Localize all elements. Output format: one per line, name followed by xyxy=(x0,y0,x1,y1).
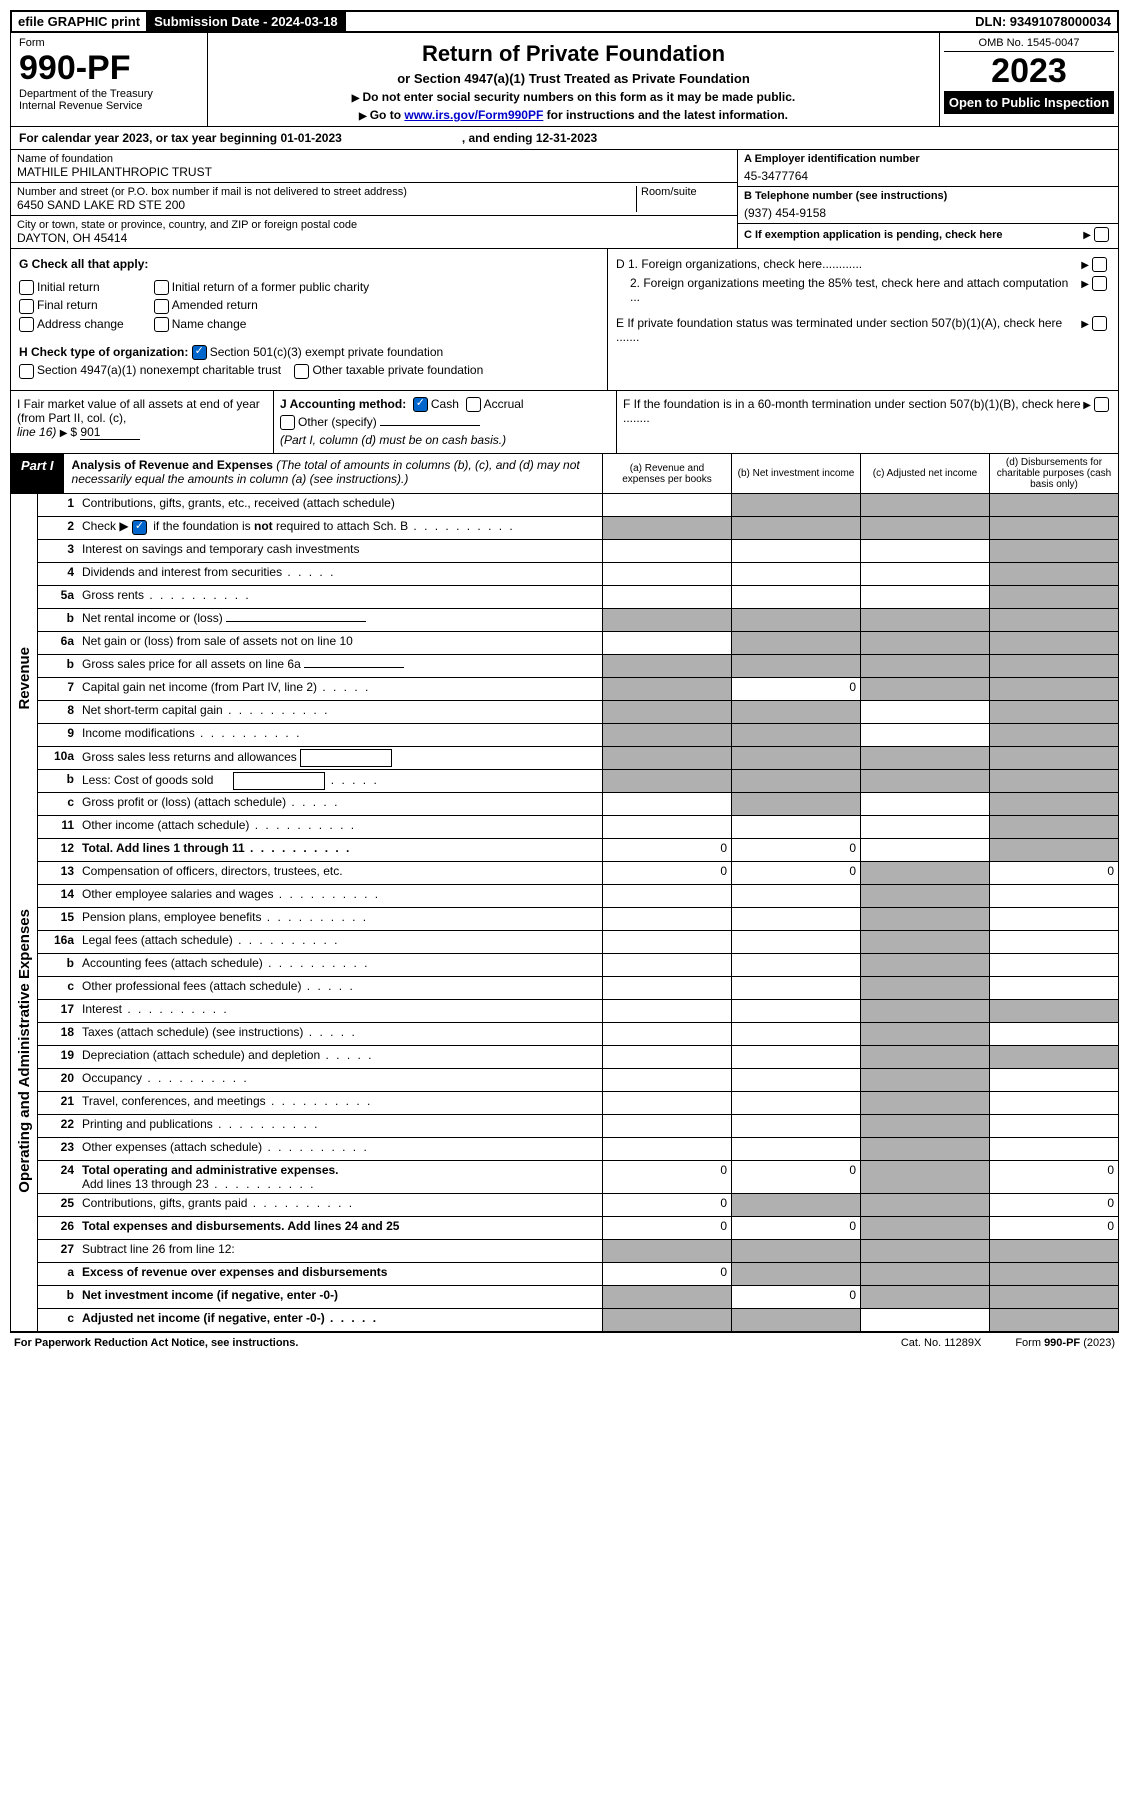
d2-label: 2. Foreign organizations meeting the 85%… xyxy=(616,276,1081,304)
dln: DLN: 93491078000034 xyxy=(969,12,1117,31)
cb-accrual[interactable] xyxy=(466,397,481,412)
cb-f[interactable] xyxy=(1094,397,1109,412)
cb-address[interactable] xyxy=(19,317,34,332)
name-label: Name of foundation xyxy=(17,153,731,165)
cb-schb[interactable] xyxy=(132,520,147,535)
checks-ijf: I Fair market value of all assets at end… xyxy=(10,391,1119,455)
part1-title: Analysis of Revenue and Expenses xyxy=(72,458,273,472)
phone: (937) 454-9158 xyxy=(744,206,1112,220)
cb-final[interactable] xyxy=(19,299,34,314)
cal-end: , and ending 12-31-2023 xyxy=(462,131,597,145)
cb-cash[interactable] xyxy=(413,397,428,412)
cb-amended[interactable] xyxy=(154,299,169,314)
cb-initial-former[interactable] xyxy=(154,280,169,295)
cb-initial[interactable] xyxy=(19,280,34,295)
ein-label: A Employer identification number xyxy=(744,153,1112,165)
i-value: 901 xyxy=(80,425,140,440)
e-label: E If private foundation status was termi… xyxy=(616,316,1081,344)
part1-label: Part I xyxy=(11,454,64,493)
cb-d1[interactable] xyxy=(1092,257,1107,272)
cal-begin: For calendar year 2023, or tax year begi… xyxy=(19,131,342,145)
vert-revenue: Revenue xyxy=(16,647,33,710)
addr-label: Number and street (or P.O. box number if… xyxy=(17,186,632,198)
form-subtitle: or Section 4947(a)(1) Trust Treated as P… xyxy=(216,71,931,86)
dept-irs: Internal Revenue Service xyxy=(19,100,199,112)
cb-e[interactable] xyxy=(1092,316,1107,331)
form-header: Form 990-PF Department of the Treasury I… xyxy=(10,33,1119,127)
line27-section: 27Subtract line 26 from line 12: aExcess… xyxy=(10,1240,1119,1333)
cat-no: Cat. No. 11289X xyxy=(871,1335,1012,1351)
col-a-header: (a) Revenue and expenses per books xyxy=(602,454,731,493)
cb-name[interactable] xyxy=(154,317,169,332)
city-label: City or town, state or province, country… xyxy=(17,219,731,231)
c-label: C If exemption application is pending, c… xyxy=(744,229,1083,241)
cb-d2[interactable] xyxy=(1092,276,1107,291)
address: 6450 SAND LAKE RD STE 200 xyxy=(17,198,632,212)
top-bar: efile GRAPHIC print Submission Date - 20… xyxy=(10,10,1119,33)
submission-date: Submission Date - 2024-03-18 xyxy=(148,12,346,31)
phone-label: B Telephone number (see instructions) xyxy=(744,190,1112,202)
foundation-name: MATHILE PHILANTHROPIC TRUST xyxy=(17,165,731,179)
efile-label[interactable]: efile GRAPHIC print xyxy=(12,12,148,31)
tax-year: 2023 xyxy=(944,52,1114,91)
page-footer: For Paperwork Reduction Act Notice, see … xyxy=(10,1333,1119,1351)
j-note: (Part I, column (d) must be on cash basi… xyxy=(280,433,506,447)
col-b-header: (b) Net investment income xyxy=(731,454,860,493)
cb-501c3[interactable] xyxy=(192,345,207,360)
omb-number: OMB No. 1545-0047 xyxy=(944,37,1114,52)
paperwork-notice: For Paperwork Reduction Act Notice, see … xyxy=(10,1335,871,1351)
irs-link[interactable]: www.irs.gov/Form990PF xyxy=(404,108,543,122)
ein: 45-3477764 xyxy=(744,169,1112,183)
d1-label: D 1. Foreign organizations, check here..… xyxy=(616,257,1081,272)
g-label: G Check all that apply: xyxy=(19,257,148,271)
c-checkbox[interactable] xyxy=(1094,227,1109,242)
vert-expenses: Operating and Administrative Expenses xyxy=(16,909,33,1193)
form-title: Return of Private Foundation xyxy=(216,41,931,67)
part1-header: Part I Analysis of Revenue and Expenses … xyxy=(10,454,1119,494)
calendar-year-row: For calendar year 2023, or tax year begi… xyxy=(10,127,1119,150)
instr-2: Go to www.irs.gov/Form990PF for instruct… xyxy=(216,108,931,122)
revenue-section: Revenue 1Contributions, gifts, grants, e… xyxy=(10,494,1119,862)
col-d-header: (d) Disbursements for charitable purpose… xyxy=(989,454,1118,493)
instr-1: Do not enter social security numbers on … xyxy=(216,90,931,104)
city-state-zip: DAYTON, OH 45414 xyxy=(17,231,731,245)
cb-other-method[interactable] xyxy=(280,415,295,430)
room-label: Room/suite xyxy=(637,186,731,212)
i-label: I Fair market value of all assets at end… xyxy=(17,397,267,425)
expenses-section: Operating and Administrative Expenses 13… xyxy=(10,862,1119,1240)
f-label: F If the foundation is in a 60-month ter… xyxy=(623,397,1083,448)
j-label: J Accounting method: xyxy=(280,397,406,411)
entity-info: Name of foundation MATHILE PHILANTHROPIC… xyxy=(10,150,1119,249)
cb-other-taxable[interactable] xyxy=(294,364,309,379)
checks-g-d: G Check all that apply: Initial return F… xyxy=(10,249,1119,391)
h-label: H Check type of organization: xyxy=(19,345,188,359)
form-number: 990-PF xyxy=(19,49,199,88)
dept-treasury: Department of the Treasury xyxy=(19,88,199,100)
col-c-header: (c) Adjusted net income xyxy=(860,454,989,493)
open-public: Open to Public Inspection xyxy=(944,91,1114,114)
cb-4947[interactable] xyxy=(19,364,34,379)
form-label: Form xyxy=(19,37,199,49)
